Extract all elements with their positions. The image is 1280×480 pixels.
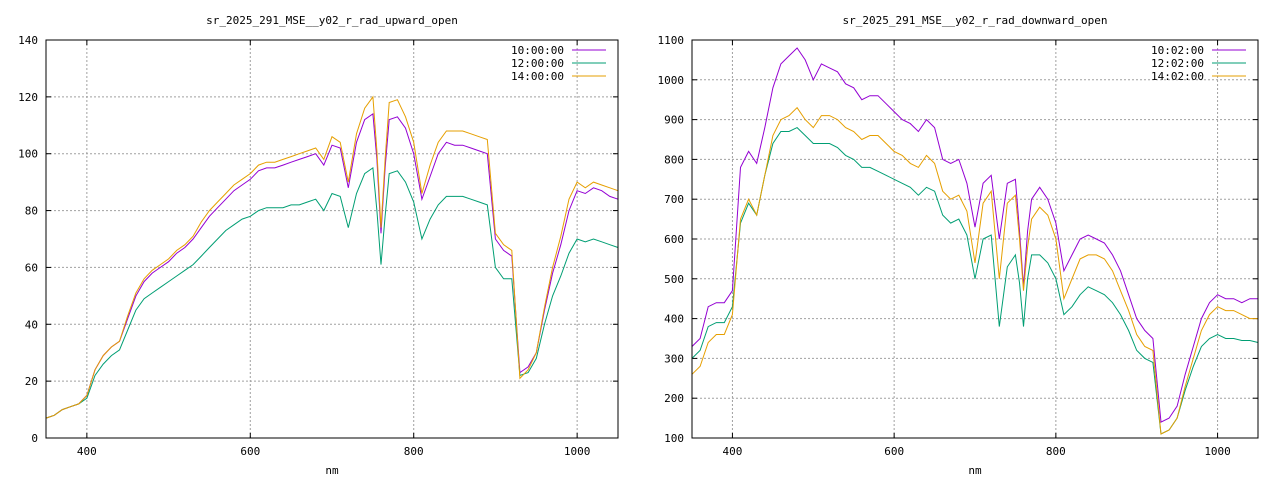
- y-tick-label: 800: [664, 153, 684, 166]
- plot-frame: [45, 39, 619, 439]
- x-axis-label: nm: [968, 464, 982, 477]
- x-tick-label: 600: [240, 445, 260, 458]
- y-tick-label: 200: [664, 392, 684, 405]
- plot-frame: [691, 39, 1259, 439]
- legend-label: 10:00:00: [511, 44, 564, 57]
- chart-panel-2: sr_2025_291_MSE__y02_r_rad_downward_open…: [658, 14, 1259, 477]
- x-axis-label: nm: [325, 464, 339, 477]
- legend-label: 14:00:00: [511, 70, 564, 83]
- x-tick-label: 800: [404, 445, 424, 458]
- x-tick-label: 800: [1046, 445, 1066, 458]
- y-tick-label: 100: [664, 432, 684, 445]
- chart-title: sr_2025_291_MSE__y02_r_rad_upward_open: [206, 14, 458, 27]
- y-tick-label: 120: [18, 91, 38, 104]
- legend-label: 12:02:00: [1151, 57, 1204, 70]
- y-tick-label: 140: [18, 34, 38, 47]
- y-tick-label: 300: [664, 352, 684, 365]
- legend-label: 12:00:00: [511, 57, 564, 70]
- y-tick-label: 80: [25, 205, 38, 218]
- x-tick-label: 1000: [1204, 445, 1231, 458]
- y-tick-label: 700: [664, 193, 684, 206]
- y-tick-label: 20: [25, 375, 38, 388]
- series-line-2: [45, 167, 619, 419]
- y-tick-label: 900: [664, 114, 684, 127]
- x-tick-label: 1000: [564, 445, 591, 458]
- y-tick-label: 400: [664, 313, 684, 326]
- chart-title: sr_2025_291_MSE__y02_r_rad_downward_open: [843, 14, 1108, 27]
- y-tick-label: 600: [664, 233, 684, 246]
- y-tick-label: 40: [25, 318, 38, 331]
- legend-label: 14:02:00: [1151, 70, 1204, 83]
- y-tick-label: 1000: [658, 74, 685, 87]
- x-tick-label: 400: [722, 445, 742, 458]
- legend-label: 10:02:00: [1151, 44, 1204, 57]
- x-tick-label: 400: [77, 445, 97, 458]
- y-tick-label: 0: [31, 432, 38, 445]
- x-tick-label: 600: [884, 445, 904, 458]
- series-line-2: [691, 126, 1259, 435]
- y-tick-label: 100: [18, 148, 38, 161]
- y-tick-label: 60: [25, 261, 38, 274]
- chart-panel-1: sr_2025_291_MSE__y02_r_rad_upward_open 0 2…: [18, 14, 619, 477]
- series-line-1: [45, 112, 619, 419]
- y-tick-label: 1100: [658, 34, 685, 47]
- series-line-3: [45, 95, 619, 419]
- series-line-1: [691, 47, 1258, 423]
- y-tick-label: 500: [664, 273, 684, 286]
- series-line-3: [691, 106, 1258, 435]
